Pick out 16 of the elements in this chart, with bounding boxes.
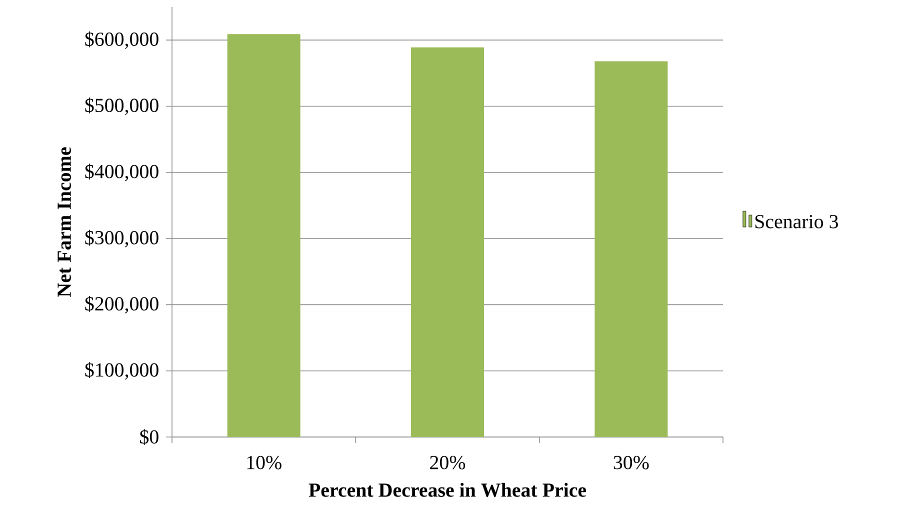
- y-axis-title: Net Farm Income: [58, 147, 71, 297]
- legend-label: Scenario 3: [755, 214, 838, 228]
- y-tick-label: $400,000: [85, 164, 158, 182]
- x-tick-label: 30%: [614, 456, 649, 470]
- y-tick-label: $600,000: [85, 31, 158, 49]
- y-tick-label: $0: [140, 429, 158, 445]
- y-tick-label: $200,000: [85, 296, 158, 314]
- x-tick-label: 20%: [430, 456, 466, 470]
- x-axis-title: Percent Decrease in Wheat Price: [308, 482, 586, 497]
- bar: [411, 47, 484, 437]
- bar: [227, 34, 300, 437]
- x-tick-label: 10%: [247, 456, 282, 470]
- bar: [594, 61, 668, 437]
- y-tick-label: $300,000: [85, 230, 158, 248]
- y-tick-label: $100,000: [85, 362, 158, 380]
- y-tick-label: $500,000: [85, 97, 158, 115]
